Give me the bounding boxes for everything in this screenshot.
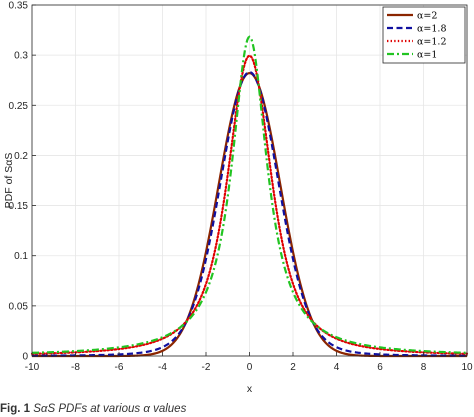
legend-label: α=2 (417, 11, 437, 22)
y-axis-label: PDF of SαS (3, 153, 15, 209)
x-tick-label: 10 (461, 362, 473, 373)
x-tick-label: 6 (377, 362, 383, 373)
x-tick-label: 0 (247, 362, 253, 373)
legend-label: α=1.8 (417, 24, 446, 35)
x-tick-label: -6 (115, 362, 124, 373)
x-axis-ticks: -10 -8 -6 -4 -2 0 2 4 6 8 10 (25, 352, 473, 373)
y-tick-label: 0.2 (14, 151, 28, 162)
series-line-4 (31, 35, 468, 354)
x-tick-label: 8 (421, 362, 427, 373)
y-tick-label: 0.25 (9, 101, 29, 112)
caption-text: SαS PDFs at various α values (33, 403, 187, 415)
x-tick-label: -2 (202, 362, 211, 373)
figure-caption: Fig. 1 SαS PDFs at various α values (0, 403, 186, 415)
series-line-3 (30, 54, 469, 355)
y-axis-ticks: 0 0.05 0.1 0.15 0.2 0.25 0.3 0.35 (9, 1, 36, 363)
x-axis-label: x (247, 383, 253, 395)
legend-label: α=1.2 (417, 37, 446, 48)
legend-label: α=1 (417, 50, 437, 61)
y-tick-label: 0.3 (14, 51, 28, 62)
x-tick-label: 2 (290, 362, 296, 373)
x-tick-label: -4 (158, 362, 167, 373)
pdf-line-chart: -10 -8 -6 -4 -2 0 2 4 6 8 10 0 0.05 0.1 0.15 0.2 0.25 0.… (3, 1, 473, 396)
legend-box (382, 6, 466, 64)
y-tick-label: 0.35 (9, 1, 29, 12)
y-tick-label: 0.05 (9, 301, 29, 312)
y-tick-label: 0 (22, 352, 28, 363)
y-tick-label: 0.1 (14, 251, 28, 262)
caption-label: Fig. 1 (0, 403, 31, 415)
x-tick-label: -10 (25, 362, 40, 373)
series-line-2 (32, 71, 467, 357)
x-tick-label: -8 (71, 362, 80, 373)
legend: α=2 α=1.8 α=1.2 α=1 (382, 6, 466, 64)
x-tick-label: 4 (334, 362, 340, 373)
y-tick-label: 0.15 (9, 201, 29, 212)
